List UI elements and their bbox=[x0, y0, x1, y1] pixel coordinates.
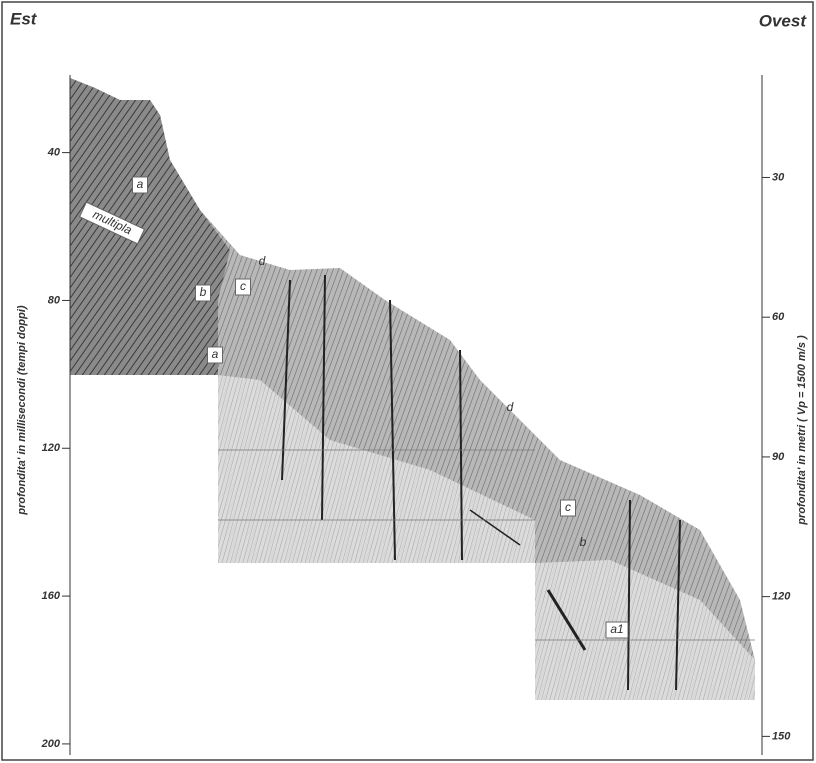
annotation: d bbox=[259, 254, 266, 268]
annotation: a bbox=[208, 347, 223, 363]
tick-label: 90 bbox=[772, 451, 785, 463]
annotation-label: d bbox=[259, 254, 266, 268]
tick-label: 200 bbox=[41, 738, 61, 750]
tick-label: 60 bbox=[772, 311, 785, 323]
seismic-section bbox=[70, 78, 755, 700]
annotation-label: c bbox=[240, 279, 246, 293]
annotation-label: a bbox=[212, 347, 219, 361]
annotation: c bbox=[561, 500, 576, 516]
corner-label-left: Est bbox=[10, 9, 38, 28]
tick-label: 40 bbox=[47, 147, 61, 159]
tick-label: 120 bbox=[772, 591, 791, 603]
annotation: c bbox=[236, 279, 251, 295]
figure: Est Ovest profondita' in millisecondi (t… bbox=[0, 0, 816, 763]
annotation-label: a1 bbox=[610, 622, 623, 636]
tick-label: 30 bbox=[772, 171, 785, 183]
corner-label-right: Ovest bbox=[759, 11, 808, 30]
annotation: b bbox=[196, 285, 211, 301]
annotation-label: b bbox=[580, 535, 587, 549]
annotation-label: a bbox=[137, 177, 144, 191]
annotation-label: d bbox=[507, 400, 514, 414]
right-axis-label: profondita' in metri ( Vp = 1500 m/s ) bbox=[796, 335, 808, 526]
annotation: b bbox=[580, 535, 587, 549]
annotation: a1 bbox=[606, 622, 628, 638]
tick-label: 80 bbox=[48, 294, 61, 306]
tick-label: 160 bbox=[42, 590, 61, 602]
annotation: a bbox=[133, 177, 148, 193]
annotation-label: c bbox=[565, 500, 571, 514]
tick-label: 150 bbox=[772, 730, 791, 742]
annotation: d bbox=[507, 400, 514, 414]
annotation-label: b bbox=[200, 285, 207, 299]
left-axis-label: profondita' in millisecondi (tempi doppi… bbox=[16, 305, 28, 515]
tick-label: 120 bbox=[42, 442, 61, 454]
